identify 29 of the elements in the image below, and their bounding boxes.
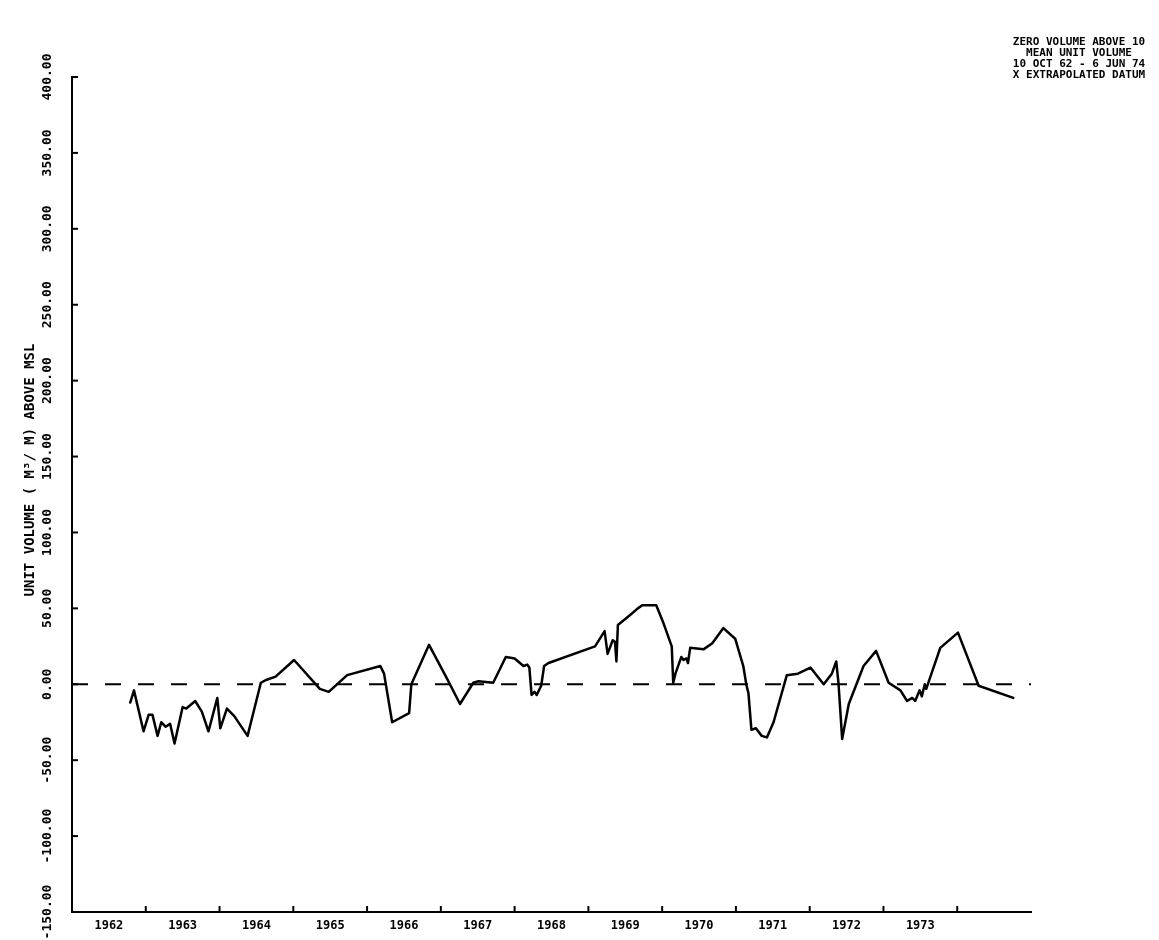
y-tick-label: 400.00 <box>39 53 55 101</box>
x-tick-label: 1962 <box>94 918 124 933</box>
text: MEAN UNIT VOLUME <box>1026 45 1132 59</box>
y-tick-label: -50.00 <box>39 736 55 784</box>
y-axis-title: UNIT VOLUME ( M³/ M) ABOVE MSL <box>20 343 37 597</box>
y-tick-label: 50.00 <box>39 588 55 628</box>
y-tick-label: 300.00 <box>39 205 55 253</box>
y-tick-label: 0.00 <box>39 668 55 700</box>
x-tick-label: 1966 <box>389 918 419 933</box>
x-tick-label: 1973 <box>905 918 935 933</box>
x-tick-label: 1972 <box>832 918 862 933</box>
y-tick-label: 150.00 <box>39 432 55 481</box>
x-tick-label: 1971 <box>758 918 788 933</box>
y-tick-label: 100.00 <box>39 508 55 556</box>
text: 10 OCT 62 - 6 JUN 74 <box>1012 56 1146 70</box>
y-tick-label: -100.00 <box>39 808 55 864</box>
y-tick-label: 200.00 <box>39 356 55 405</box>
x-tick-label: 1970 <box>684 918 714 933</box>
text: ZERO VOLUME ABOVE 10 <box>1012 34 1146 48</box>
x-tick-label: 1964 <box>241 918 271 933</box>
x-tick-label: 1968 <box>537 918 566 933</box>
y-tick-label: -150.00 <box>39 884 55 940</box>
annotation: X EXTRAPOLATED DATUM <box>1012 67 1146 81</box>
x-tick-label: 1963 <box>168 918 198 933</box>
y-tick-label: 250.00 <box>39 281 55 329</box>
y-tick-label: 350.00 <box>39 129 55 177</box>
x-tick-label: 1965 <box>315 918 345 933</box>
x-tick-label: 1967 <box>463 918 493 933</box>
x-tick-label: 1969 <box>610 918 640 933</box>
